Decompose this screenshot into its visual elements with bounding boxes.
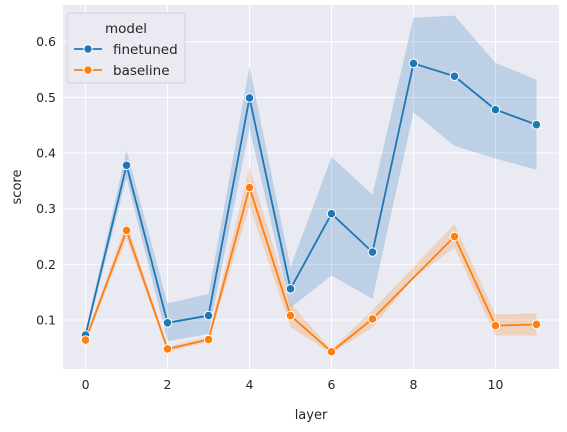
legend: model finetuned baseline (66, 12, 186, 84)
y-tick-label: 0.2 (36, 257, 56, 272)
point-baseline (80, 335, 91, 345)
point-finetuned (121, 160, 132, 171)
point-baseline (203, 334, 214, 345)
legend-label-finetuned: finetuned (113, 42, 178, 58)
point-finetuned (490, 104, 501, 115)
legend-marker-baseline (83, 65, 93, 75)
legend-label-baseline: baseline (113, 63, 170, 79)
point-baseline (449, 231, 460, 242)
series-markers (80, 58, 542, 357)
legend-box (66, 12, 186, 84)
y-axis-label: score (10, 170, 25, 205)
x-tick-labels: 0 2 4 6 8 10 (82, 377, 504, 392)
point-baseline (490, 320, 501, 331)
x-tick-label: 6 (328, 377, 336, 392)
y-tick-label: 0.3 (36, 201, 56, 216)
point-baseline (326, 346, 337, 357)
x-tick-label: 2 (164, 377, 172, 392)
point-baseline (162, 344, 173, 354)
point-baseline (285, 310, 296, 321)
point-finetuned (244, 93, 255, 103)
point-finetuned (449, 71, 460, 82)
legend-marker-finetuned (83, 44, 93, 54)
x-tick-label: 10 (488, 377, 504, 392)
x-tick-label: 4 (246, 377, 254, 392)
point-finetuned (367, 247, 378, 257)
point-finetuned (162, 318, 173, 328)
point-finetuned (408, 58, 419, 69)
y-tick-label: 0.4 (36, 146, 56, 161)
y-tick-labels: 0.1 0.2 0.3 0.4 0.5 0.6 (36, 34, 56, 327)
legend-title: model (105, 21, 147, 37)
point-finetuned (285, 284, 296, 294)
x-axis-label: layer (295, 408, 328, 423)
point-baseline (367, 314, 378, 324)
y-tick-label: 0.5 (36, 90, 56, 105)
confidence-bands (85, 15, 537, 354)
point-finetuned (531, 119, 542, 130)
x-tick-label: 8 (410, 377, 418, 392)
point-baseline (244, 182, 255, 193)
point-finetuned (326, 208, 337, 219)
point-finetuned (203, 310, 214, 321)
ci-band-finetuned (85, 15, 537, 342)
y-tick-label: 0.1 (36, 313, 56, 328)
x-tick-label: 0 (82, 377, 90, 392)
series-line-finetuned (84, 62, 537, 336)
point-baseline (531, 319, 542, 330)
point-baseline (121, 225, 132, 236)
y-tick-label: 0.6 (36, 34, 56, 49)
